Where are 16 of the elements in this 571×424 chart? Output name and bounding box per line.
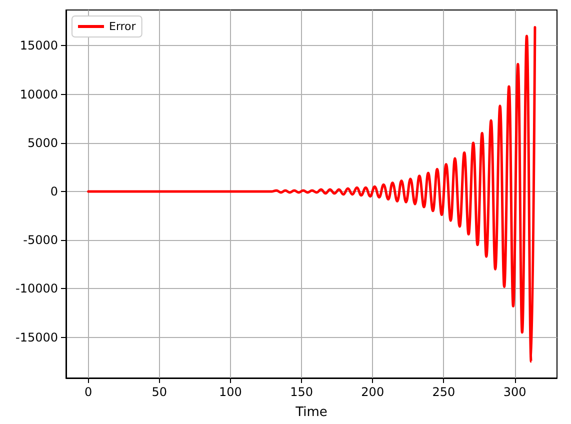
legend-label: Error [109,20,136,33]
x-tick-label: 300 [503,385,526,399]
x-tick-label: 150 [290,385,313,399]
x-tick-label: 200 [361,385,384,399]
x-tick-label: 50 [152,385,168,399]
y-tick-label: -15000 [15,330,58,344]
y-tick-label: 10000 [20,87,58,102]
y-tick-label: -10000 [15,282,58,296]
y-tick-label: 15000 [20,38,58,53]
x-tick-label: 250 [432,385,456,399]
y-tick-label: 0 [50,184,58,198]
y-tick-label: 5000 [27,136,58,150]
x-tick-label: 0 [84,385,92,399]
x-tick-label: 100 [219,385,242,399]
y-tick-label: -5000 [23,233,58,248]
x-axis-title: Time [294,405,328,420]
